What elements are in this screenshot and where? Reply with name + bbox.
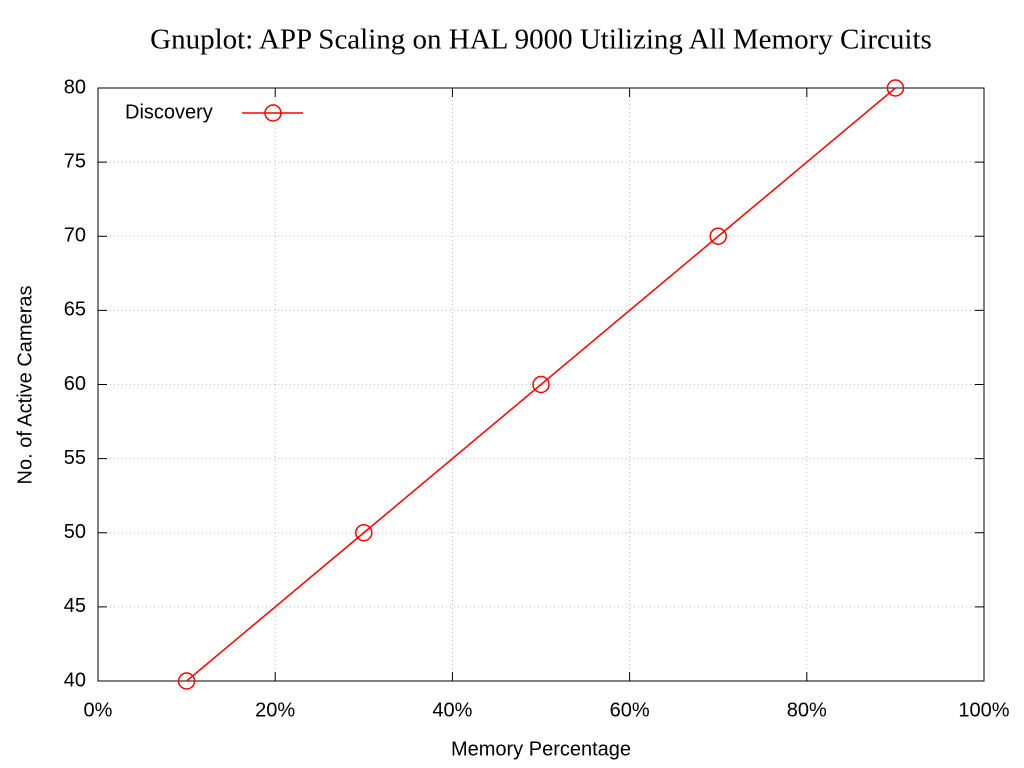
- y-tick-label: 60: [64, 373, 86, 395]
- y-tick-label: 55: [64, 447, 86, 469]
- y-tick-label: 80: [64, 76, 86, 98]
- y-tick-label: 75: [64, 150, 86, 172]
- y-tick-label: 70: [64, 225, 86, 247]
- data-point: [532, 375, 550, 394]
- grid: [98, 88, 984, 681]
- x-tick-label: 60%: [610, 699, 650, 721]
- x-tick-label: 0%: [84, 699, 113, 721]
- y-tick-label: 40: [64, 669, 86, 691]
- data-point: [886, 79, 905, 97]
- x-tick-label: 80%: [787, 699, 827, 721]
- x-tick-label: 40%: [432, 699, 472, 721]
- y-tick-label: 65: [64, 299, 86, 321]
- data-point: [177, 672, 196, 690]
- x-tick-label: 20%: [255, 699, 295, 721]
- data-point: [709, 227, 727, 245]
- y-axis-label: No. of Active Cameras: [14, 286, 36, 485]
- series-line: [186, 87, 896, 682]
- legend-marker: [264, 104, 282, 122]
- legend-label: Discovery: [125, 101, 213, 123]
- data-point: [355, 524, 373, 542]
- x-tick-label: 100%: [958, 699, 1009, 721]
- x-axis-label: Memory Percentage: [451, 738, 631, 760]
- y-tick-label: 45: [64, 595, 86, 617]
- y-tick-label: 50: [64, 521, 86, 543]
- chart-title: Gnuplot: APP Scaling on HAL 9000 Utilizi…: [150, 24, 932, 56]
